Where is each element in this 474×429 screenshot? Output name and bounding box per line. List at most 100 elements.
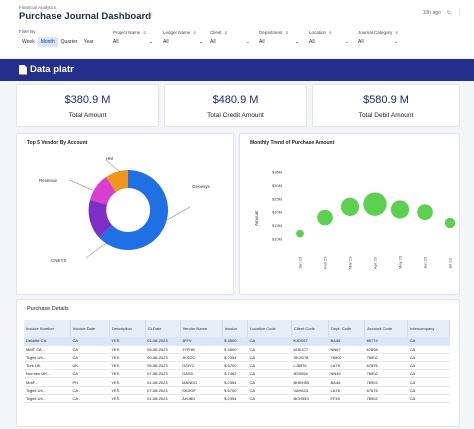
filter-icon: ≡ — [329, 30, 332, 35]
donut-slice-blue[interactable] — [99, 169, 169, 250]
table-cell: SKJG78 — [291, 353, 329, 363]
table-row[interactable]: Turk UK UK YES 05-08-2023 OSIYC $ 6700 CA LJ857… — [24, 361, 450, 371]
table-row[interactable]: Deloitte CA CA YES 01-08-2023 JFFV $ 4500 CA KJ… — [24, 337, 450, 346]
column-header[interactable]: GLDate — [145, 320, 181, 337]
table-cell: 01-08-2023 — [145, 377, 181, 387]
bubble-ylabel: Amount — [254, 210, 259, 226]
period-week[interactable]: Week — [22, 39, 35, 45]
bubble-panel: Monthly Trend of Purchase Amount Amount … — [239, 133, 460, 295]
table-cell: $ 4500 — [222, 345, 248, 354]
filter-icon: ≡ — [143, 30, 146, 35]
breadcrumb[interactable]: Financial Analytics — [19, 5, 57, 10]
x-tick-label: Apr 23 — [373, 256, 378, 269]
filter-project[interactable]: Project Name ≡ All ⌄ — [113, 30, 153, 45]
table-cell: Turk UK — [24, 361, 71, 371]
period-toggle: Week Month Quarter Year — [19, 37, 97, 47]
table-cell: 67676 — [364, 361, 408, 371]
table-cell: $ 2354 — [222, 353, 248, 363]
column-header[interactable]: Location Code — [247, 320, 293, 337]
column-header[interactable]: Account Code — [364, 320, 409, 337]
table-cell: CA — [407, 345, 450, 354]
table-cell: 09-08-2023 — [145, 353, 181, 363]
kpi-value: $580.9 M — [363, 94, 409, 106]
donut-slice-orange[interactable] — [106, 170, 128, 192]
filter-department[interactable]: Department ≡ All ⌄ — [259, 30, 299, 45]
table-row[interactable]: MotF... PH YES 01-08-2023 MANDG $ 2354 CA BHBH5… — [24, 377, 450, 387]
filter-journal-category[interactable]: Journal Category ≡ All ⌄ — [358, 30, 398, 45]
filter-icon: ≡ — [285, 30, 289, 35]
chevron-down-icon: ⌄ — [148, 39, 153, 45]
table-cell: BS0054 — [291, 369, 329, 379]
chevron-down-icon: ⌄ — [245, 39, 250, 45]
table-cell: 78902 — [364, 377, 408, 387]
table-row[interactable]: Tcgek UK... CA YES 07-08-2023 SKDGF $ 6700 CA V… — [24, 386, 450, 395]
bubble-point[interactable] — [317, 209, 333, 226]
table-cell: 01-08-2023 — [145, 337, 181, 346]
kpi-label: Total Amount — [68, 112, 107, 119]
filter-icon: ≡ — [193, 30, 196, 35]
table-cell: Normen UK... — [24, 369, 71, 379]
table-cell: Tcgek UK... — [24, 386, 71, 395]
kpi-total-debit: $580.9 M Total Debit Amount — [312, 84, 460, 127]
table-cell: CA — [407, 361, 450, 371]
table-cell: CA — [70, 345, 110, 354]
column-header[interactable]: Dept. Code — [328, 320, 366, 337]
column-header[interactable]: Invoice Date — [70, 320, 110, 337]
filter-location[interactable]: Location ≡ All ⌄ — [309, 30, 349, 45]
y-tick-label: $10M — [272, 237, 282, 242]
table-cell: $ 6700 — [222, 361, 248, 371]
bubble-point[interactable] — [296, 229, 304, 238]
heart-icon[interactable]: ♡ — [138, 13, 144, 19]
bubble-point[interactable] — [390, 200, 410, 219]
x-tick-label: Jul 23 — [448, 258, 453, 269]
share-icon[interactable]: ◎ — [147, 13, 153, 19]
table-cell: CA — [407, 369, 450, 379]
donut-label-revenue: Revenue — [39, 178, 58, 183]
bubble-point[interactable] — [340, 197, 360, 216]
column-header[interactable]: Intercompany — [407, 320, 450, 337]
refresh-icon[interactable]: ↻ — [446, 10, 451, 16]
bubble-point[interactable] — [417, 204, 433, 220]
donut-slice-purple[interactable] — [88, 200, 112, 238]
brand-logo: Data platr — [19, 64, 74, 75]
table-row[interactable]: MMT CA... CA YES 05-08-2023 JYFHB $ 4500 CA MJK… — [24, 345, 450, 354]
donut-title: Top 5 Vendor By Account — [27, 140, 88, 146]
column-header[interactable]: Description — [109, 320, 146, 337]
table-cell: $ 7462 — [222, 369, 248, 379]
table-row[interactable]: Tcgek UK... CA YES 09-08-2023 JKSDC $ 2354 CA S… — [24, 353, 450, 363]
table-cell: OASD — [180, 369, 223, 379]
table-cell: 78902 — [364, 369, 408, 379]
column-header[interactable]: Invoice — [222, 320, 248, 337]
filter-client[interactable]: Client ≡ All ⌄ — [210, 30, 250, 45]
table-cell: CA — [70, 337, 110, 346]
donut-panel: Top 5 Vendor By Account HM Revenue Genes… — [16, 133, 234, 295]
table-row[interactable]: Normen UK... CA YES 07-08-2023 OASD $ 7462 CA B… — [24, 369, 450, 379]
table-cell: CA — [407, 353, 450, 363]
y-tick-label: $20M — [272, 210, 282, 215]
table-cell: BCH553 — [291, 394, 329, 404]
column-header[interactable]: Invoice Number — [24, 320, 71, 337]
bubble-point[interactable] — [363, 192, 387, 216]
donut-slice-magenta[interactable] — [90, 177, 116, 205]
filter-icon: ≡ — [224, 30, 228, 35]
top-header: Financial Analytics Purchase Journal Das… — [0, 0, 474, 57]
kpi-label: Total Debit Amount — [358, 112, 414, 119]
period-quarter[interactable]: Quarter — [60, 39, 78, 45]
period-month[interactable]: Month — [37, 37, 58, 47]
more-icon[interactable]: ⋮ — [457, 10, 462, 16]
table-cell: Tcgek UK... — [24, 394, 71, 404]
table-cell: KJD067 — [291, 337, 329, 346]
period-year[interactable]: Year — [83, 39, 94, 45]
column-header[interactable]: Vendor Name — [180, 320, 223, 337]
table-cell: MANDG — [180, 377, 223, 387]
bubble-point[interactable] — [444, 217, 456, 229]
column-header[interactable]: Client Code — [291, 320, 330, 337]
chevron-down-icon: ⌄ — [198, 39, 203, 45]
table-cell: CA — [70, 394, 110, 404]
x-tick-label: May 23 — [398, 255, 403, 269]
table-cell: 07-08-2023 — [145, 369, 181, 379]
donut-chart: HM Revenue Genesys CNEYS — [39, 156, 211, 263]
table-row[interactable]: Tcgek UK... CA YES 01-08-2023 AHJBD $ 2354 CA B… — [24, 394, 450, 404]
table-cell: NN45 — [328, 369, 365, 379]
filter-ledger[interactable]: Ledger Name ≡ All ⌄ — [163, 30, 203, 45]
